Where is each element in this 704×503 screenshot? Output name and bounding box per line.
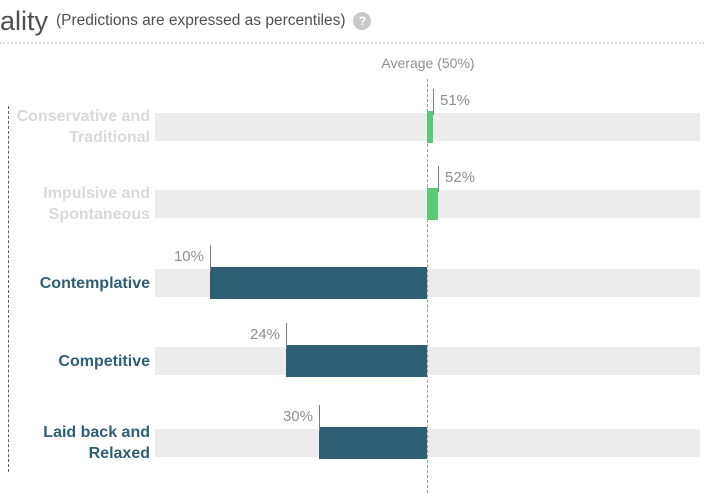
value-label: 24%: [246, 325, 283, 345]
value-bar: [210, 267, 427, 299]
value-tick: [438, 166, 439, 192]
average-line-label: Average (50%): [381, 55, 475, 71]
value-label: 10%: [170, 247, 207, 267]
value-label: 51%: [437, 91, 474, 111]
value-label: 30%: [279, 407, 316, 427]
value-tick: [433, 89, 434, 115]
page-title: ality: [0, 5, 49, 36]
category-label: Competitive: [58, 352, 150, 370]
value-bar: [286, 345, 427, 377]
category-label: Impulsive and Spontaneous: [43, 185, 150, 223]
panel-left-dashed-border: [8, 106, 9, 472]
value-tick: [319, 405, 320, 431]
value-tick: [286, 323, 287, 349]
value-tick: [210, 245, 211, 271]
value-bar: [427, 111, 433, 143]
average-dashed-line: [427, 79, 428, 493]
page-subtitle: (Predictions are expressed as percentile…: [56, 12, 346, 29]
header: ality (Predictions are expressed as perc…: [0, 0, 372, 42]
category-label: Contemplative: [39, 274, 150, 292]
category-label: Laid back and Relaxed: [43, 424, 150, 462]
value-bar: [319, 427, 427, 459]
value-bar: [427, 188, 438, 220]
value-label: 52%: [442, 168, 479, 188]
help-icon[interactable]: ?: [353, 12, 372, 30]
category-label: Conservative and Traditional: [16, 108, 150, 146]
header-divider: [0, 42, 704, 44]
